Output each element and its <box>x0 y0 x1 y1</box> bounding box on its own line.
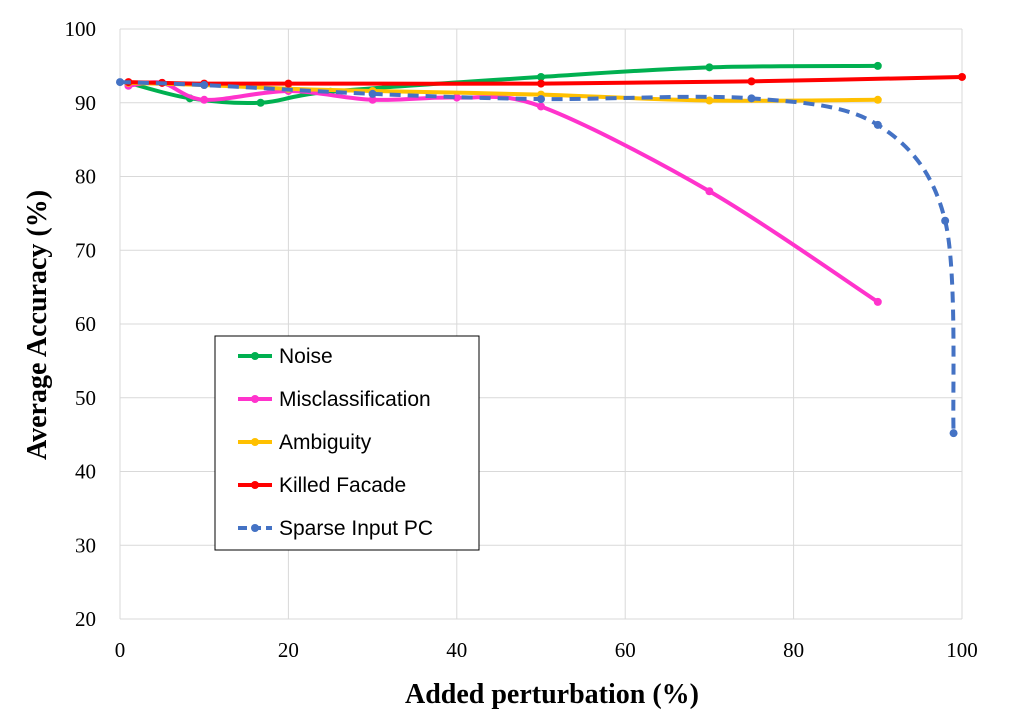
data-point-misclassification <box>200 95 209 104</box>
legend-item-noise: Noise <box>238 345 333 368</box>
data-point-killed-facade <box>747 77 756 86</box>
legend-label: Noise <box>279 345 333 368</box>
series-misclassification <box>124 78 882 306</box>
x-tick-label: 0 <box>115 638 126 662</box>
y-tick-label: 60 <box>75 312 96 336</box>
data-point-noise <box>705 63 714 72</box>
data-point-sparse-input-pc <box>747 94 756 103</box>
data-point-ambiguity <box>873 95 882 104</box>
legend-swatch-marker <box>251 481 259 489</box>
legend-swatch-marker <box>251 352 259 360</box>
data-point-ambiguity <box>705 96 714 105</box>
data-point-sparse-input-pc <box>200 81 209 90</box>
y-tick-label: 100 <box>65 17 97 41</box>
series-line-misclassification <box>126 80 880 304</box>
series-layer <box>116 61 966 438</box>
legend-swatch-marker <box>251 438 259 446</box>
grid-lines <box>119 28 963 620</box>
data-point-misclassification <box>705 187 714 196</box>
y-axis-title: Average Accuracy (%) <box>22 190 53 460</box>
data-point-sparse-input-pc <box>116 78 124 87</box>
data-point-misclassification <box>873 297 882 306</box>
data-point-sparse-input-pc <box>537 95 545 104</box>
tick-labels: 20 30 40 50 60 70 80 90 100 0 20 40 60 80 100 <box>65 17 978 662</box>
data-point-killed-facade <box>284 79 293 88</box>
legend-swatch-marker <box>251 395 259 403</box>
legend-item-killed-facade: Killed Facade <box>238 474 406 497</box>
legend-label: Sparse Input PC <box>279 517 433 540</box>
y-tick-label: 20 <box>75 607 96 631</box>
data-point-noise <box>537 72 545 81</box>
data-point-sparse-input-pc <box>949 429 958 438</box>
series-sparse-input-pc <box>116 78 958 438</box>
y-tick-label: 80 <box>75 165 96 189</box>
legend: Noise Misclassification Ambiguity Killed Fa… <box>214 335 480 551</box>
data-point-sparse-input-pc <box>941 216 950 225</box>
data-point-sparse-input-pc <box>368 89 377 98</box>
data-point-killed-facade <box>958 72 966 81</box>
legend-label: Misclassification <box>279 388 431 411</box>
data-point-misclassification <box>452 93 461 102</box>
data-point-killed-facade <box>537 79 545 88</box>
y-tick-label: 50 <box>75 386 96 410</box>
legend-label: Ambiguity <box>279 431 372 454</box>
x-tick-label: 80 <box>783 638 804 662</box>
data-point-misclassification <box>368 95 377 104</box>
x-tick-label: 100 <box>946 638 978 662</box>
plot-area <box>119 29 962 620</box>
x-tick-label: 20 <box>278 638 299 662</box>
x-tick-label: 60 <box>615 638 636 662</box>
legend-label: Killed Facade <box>279 474 406 497</box>
data-point-misclassification <box>537 102 545 111</box>
y-tick-label: 70 <box>75 238 96 262</box>
data-point-sparse-input-pc <box>873 120 882 129</box>
legend-swatch-marker <box>251 524 259 532</box>
y-tick-label: 30 <box>75 533 96 557</box>
y-tick-label: 90 <box>75 91 96 115</box>
data-point-noise <box>873 61 882 70</box>
x-tick-label: 40 <box>446 638 467 662</box>
legend-item-misclassification: Misclassification <box>238 388 431 411</box>
y-tick-label: 40 <box>75 460 96 484</box>
x-axis-title: Added perturbation (%) <box>405 679 699 710</box>
legend-item-ambiguity: Ambiguity <box>238 431 372 454</box>
data-point-noise <box>256 98 265 107</box>
legend-item-sparse-input-pc: Sparse Input PC <box>238 517 433 540</box>
